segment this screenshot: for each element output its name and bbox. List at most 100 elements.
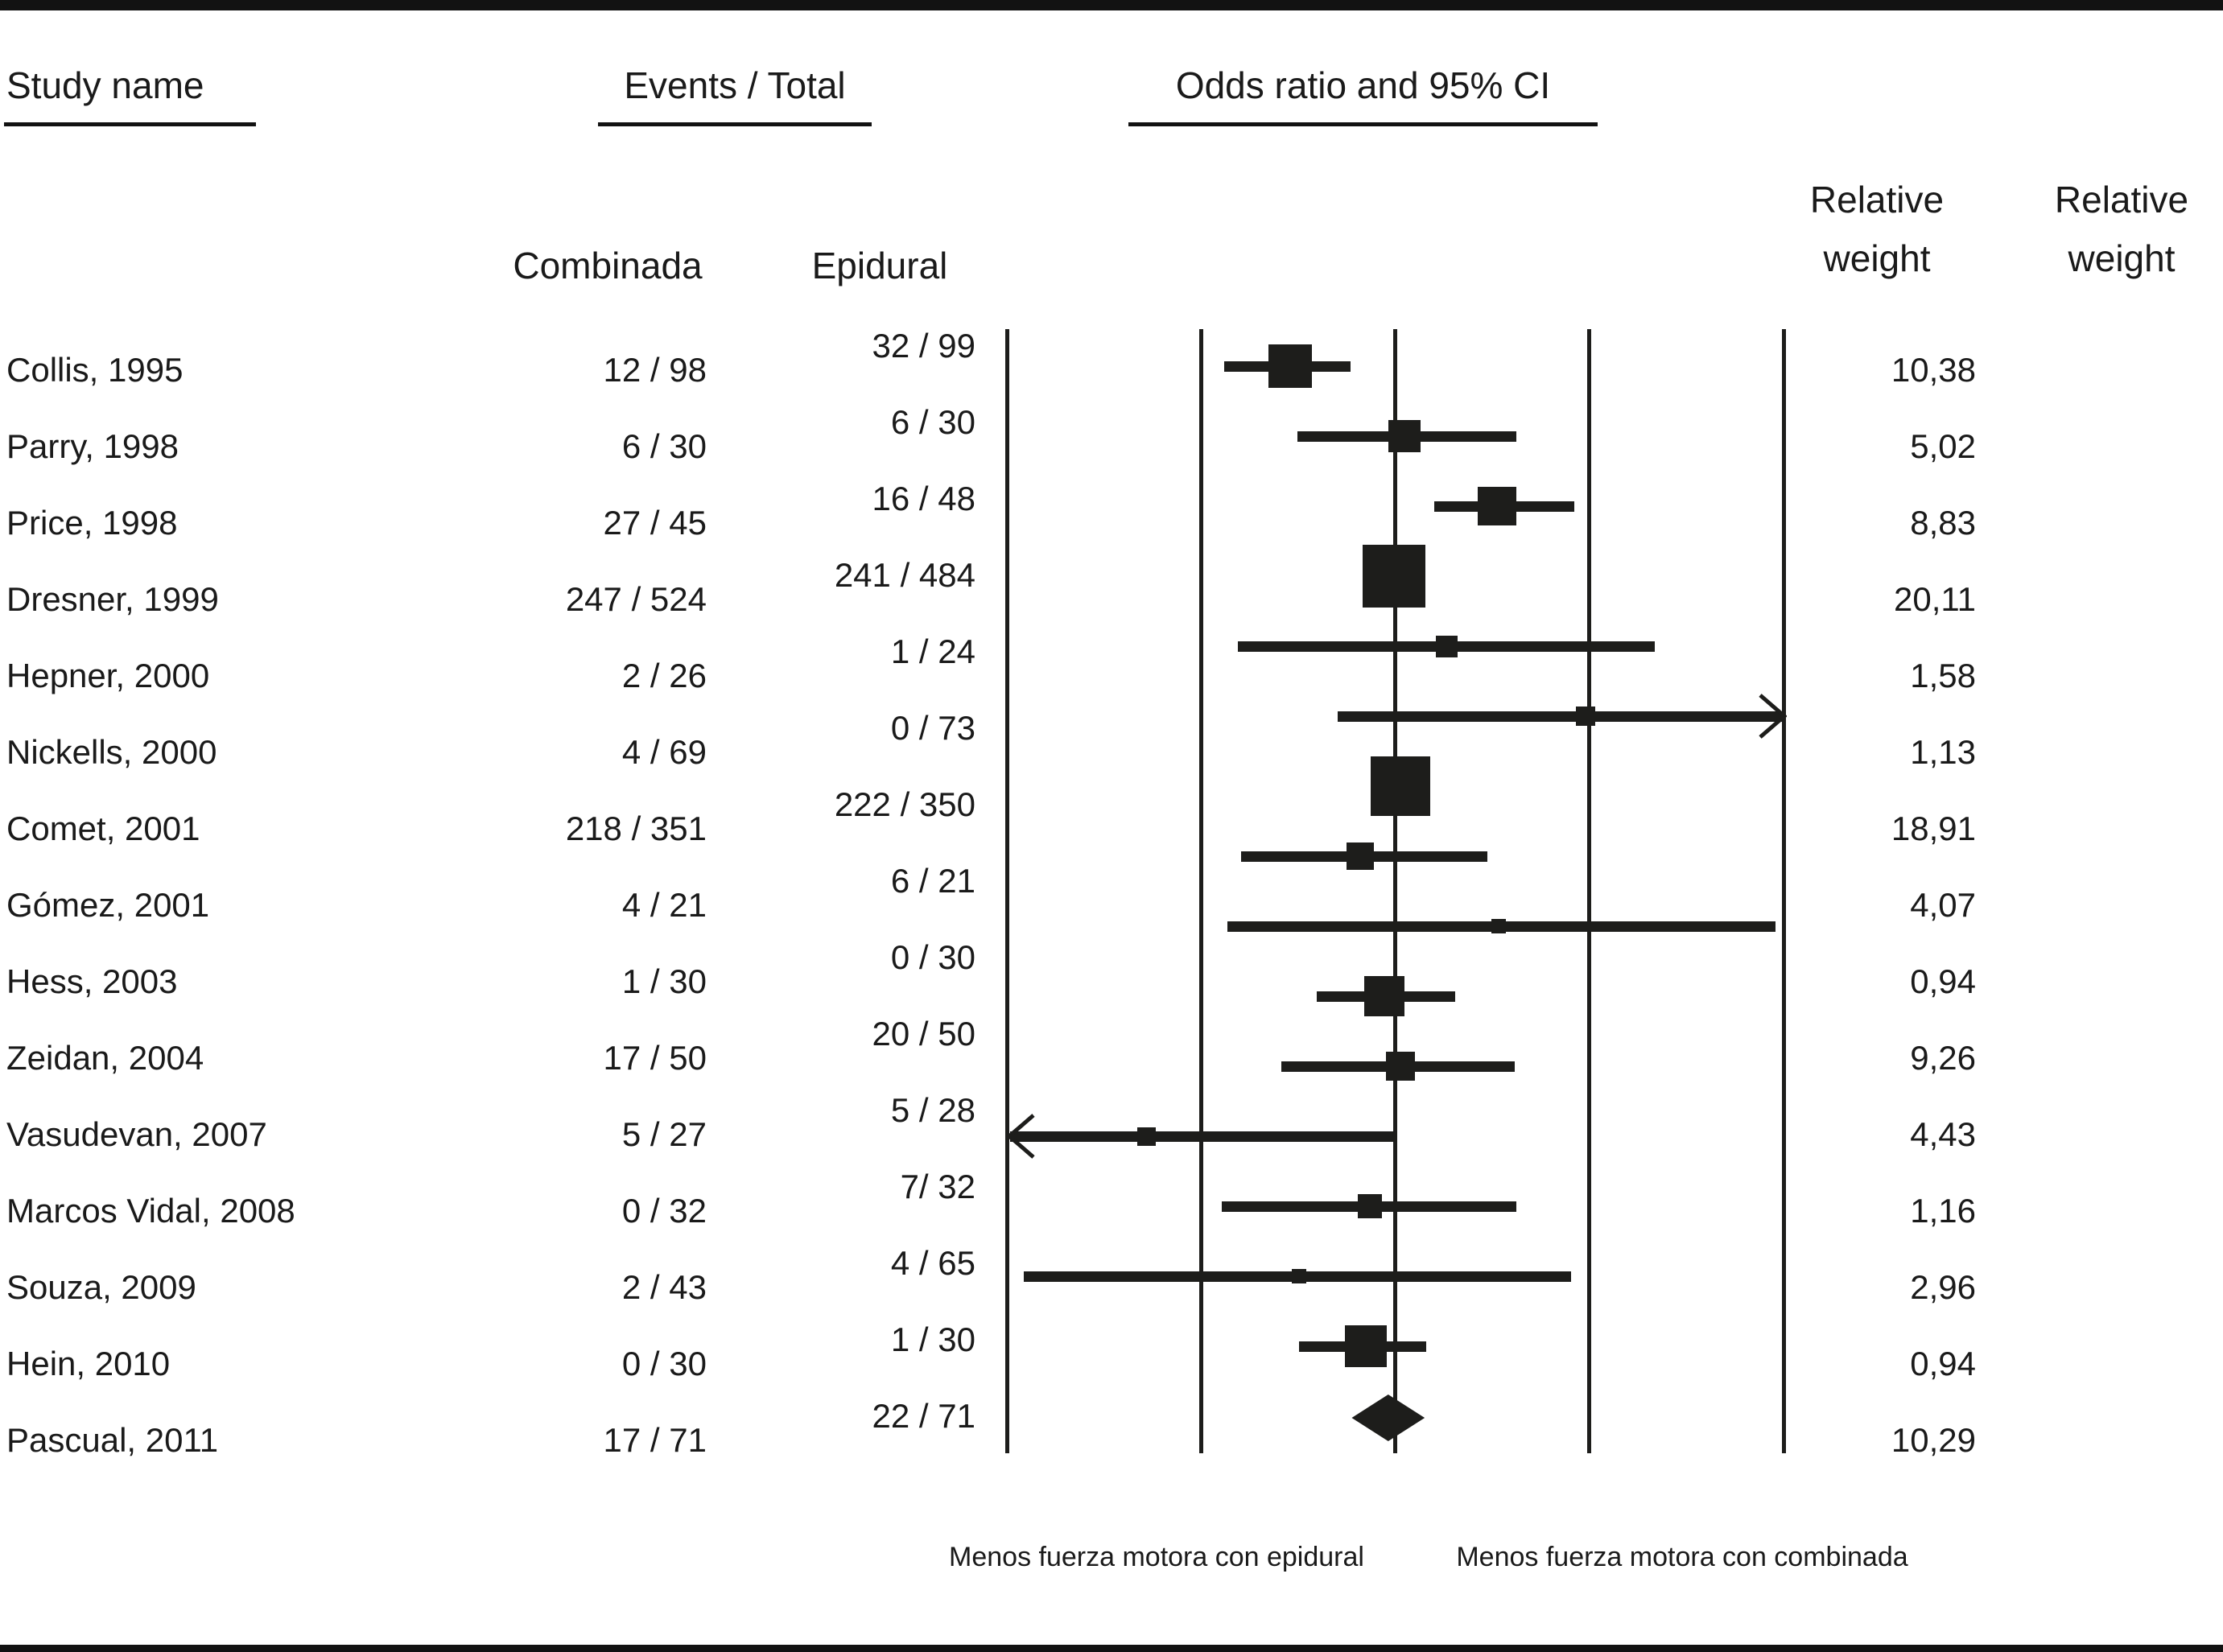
- or-marker: [1137, 1127, 1157, 1146]
- combinada-events: 4 / 21: [621, 886, 707, 924]
- study-name: Price, 1998: [6, 504, 178, 542]
- header-relative-weight-1: Relative weight: [1809, 179, 1945, 279]
- pooled-diamond: [1351, 1395, 1425, 1441]
- epidural-events: 32 / 99: [872, 327, 975, 365]
- gridline-0: [1004, 329, 1009, 1453]
- ci-bar: [1009, 1131, 1397, 1142]
- epidural-events: 1 / 24: [890, 632, 975, 670]
- epidural-events: 6 / 30: [890, 403, 975, 441]
- or-marker: [1575, 707, 1595, 726]
- epidural-events: 7/ 32: [900, 1168, 975, 1205]
- study-name: Hein, 2010: [6, 1345, 171, 1382]
- relative-weight-value: 9,26: [1910, 1039, 1976, 1077]
- epidural-events: 22 / 71: [872, 1397, 975, 1435]
- epidural-events: 20 / 50: [872, 1015, 975, 1053]
- combinada-events: 6 / 30: [621, 427, 707, 465]
- epidural-events: 6 / 21: [890, 862, 975, 900]
- top-rule: [0, 0, 2223, 10]
- study-name: Vasudevan, 2007: [6, 1115, 267, 1153]
- epidural-events: 241 / 484: [834, 556, 975, 594]
- relative-weight-value: 10,38: [1891, 351, 1976, 389]
- study-name: Nickells, 2000: [6, 733, 217, 771]
- or-marker: [1344, 1325, 1387, 1367]
- study-name: Marcos Vidal, 2008: [6, 1192, 295, 1230]
- study-name: Hess, 2003: [6, 962, 178, 1000]
- combinada-events: 0 / 32: [621, 1192, 707, 1230]
- combinada-events: 27 / 45: [603, 504, 707, 542]
- combinada-events: 0 / 30: [621, 1345, 707, 1382]
- header-combinada: Combinada: [513, 245, 703, 286]
- footnote-left: Menos fuerza motora con epidural: [949, 1542, 1364, 1572]
- study-name: Dresner, 1999: [6, 580, 219, 618]
- or-marker: [1386, 1052, 1416, 1081]
- relative-weight-value: 8,83: [1910, 504, 1976, 542]
- or-marker: [1362, 545, 1425, 608]
- study-name: Collis, 1995: [6, 351, 184, 389]
- or-marker: [1347, 842, 1375, 870]
- study-name: Souza, 2009: [6, 1268, 196, 1306]
- combinada-events: 2 / 26: [621, 657, 707, 694]
- epidural-events: 1 / 30: [890, 1320, 975, 1358]
- or-marker: [1371, 756, 1431, 816]
- study-name: Pascual, 2011: [6, 1421, 219, 1459]
- relative-weight-value: 4,43: [1910, 1115, 1976, 1153]
- header-events-total: Events / Total: [624, 64, 846, 106]
- gridline-4: [1781, 329, 1786, 1453]
- header-study-name-underline: [4, 122, 256, 126]
- ci-arrow-right-icon: [1758, 690, 1788, 742]
- study-name: Parry, 1998: [6, 427, 179, 465]
- relative-weight-value: 1,58: [1910, 657, 1976, 694]
- epidural-events: 5 / 28: [890, 1091, 975, 1129]
- ci-bar: [1338, 711, 1783, 722]
- study-name: Comet, 2001: [6, 810, 200, 847]
- combinada-events: 17 / 50: [603, 1039, 707, 1077]
- combinada-events: 5 / 27: [621, 1115, 707, 1153]
- header-study-name: Study name: [6, 64, 204, 106]
- header-epidural: Epidural: [811, 245, 948, 286]
- study-name: Gómez, 2001: [6, 886, 210, 924]
- or-marker: [1291, 1269, 1306, 1283]
- relative-weight-value: 20,11: [1894, 580, 1976, 618]
- gridline-2: [1393, 329, 1397, 1453]
- bottom-rule: [0, 1645, 2223, 1652]
- relative-weight-value: 0,94: [1910, 1345, 1976, 1382]
- header-relative-weight-2: Relative weight: [2054, 179, 2189, 279]
- epidural-events: 0 / 73: [890, 709, 975, 747]
- combinada-events: 247 / 524: [565, 580, 707, 618]
- relative-weight-value: 18,91: [1891, 810, 1976, 847]
- relative-weight-value: 10,29: [1891, 1421, 1976, 1459]
- combinada-events: 2 / 43: [621, 1268, 707, 1306]
- relative-weight-value: 1,13: [1910, 733, 1976, 771]
- epidural-events: 16 / 48: [872, 480, 975, 517]
- relative-weight-value: 4,07: [1910, 886, 1976, 924]
- study-name: Hepner, 2000: [6, 657, 210, 694]
- relative-weight-value: 5,02: [1910, 427, 1976, 465]
- relative-weight-value: 0,94: [1910, 962, 1976, 1000]
- or-marker: [1388, 420, 1421, 452]
- epidural-events: 0 / 30: [890, 938, 975, 976]
- study-name: Zeidan, 2004: [6, 1039, 204, 1077]
- ci-arrow-left-icon: [1006, 1110, 1036, 1162]
- combinada-events: 17 / 71: [603, 1421, 707, 1459]
- header-events-total-underline: [598, 122, 872, 126]
- or-marker: [1477, 487, 1516, 525]
- header-or-ci: Odds ratio and 95% CI: [1175, 64, 1551, 106]
- epidural-events: 4 / 65: [890, 1244, 975, 1282]
- relative-weight-value: 2,96: [1910, 1268, 1976, 1306]
- or-marker: [1357, 1194, 1382, 1218]
- epidural-events: 222 / 350: [834, 785, 975, 823]
- or-marker: [1491, 919, 1506, 933]
- header-or-ci-underline: [1128, 122, 1598, 126]
- or-marker: [1268, 344, 1313, 388]
- or-marker: [1363, 976, 1404, 1016]
- combinada-events: 1 / 30: [621, 962, 707, 1000]
- or-marker: [1435, 635, 1458, 657]
- footnote-right: Menos fuerza motora con combinada: [1456, 1542, 1908, 1572]
- gridline-3: [1587, 329, 1592, 1453]
- gridline-1: [1198, 329, 1203, 1453]
- combinada-events: 218 / 351: [565, 810, 707, 847]
- combinada-events: 4 / 69: [621, 733, 707, 771]
